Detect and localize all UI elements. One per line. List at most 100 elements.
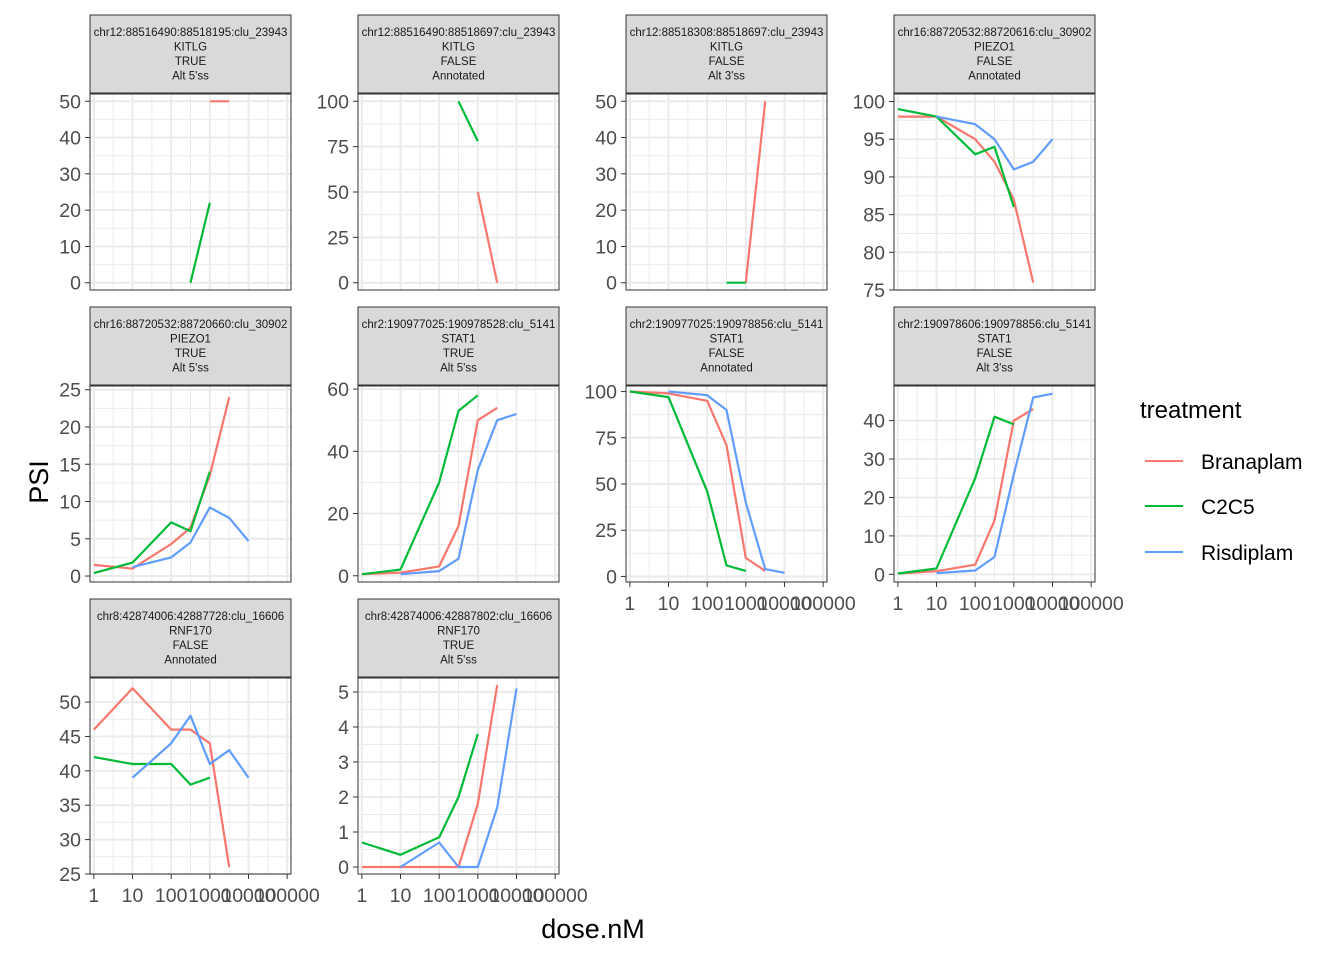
series-line-branaplam: [897, 408, 1034, 575]
series-line-branaplam: [93, 396, 231, 570]
series-line-risdiplam: [936, 392, 1053, 575]
series-line-c2c5: [189, 202, 211, 283]
facet-strip-label: Annotated: [700, 363, 752, 375]
facet-strip: [89, 598, 292, 678]
facet-panel: chr8:42874006:42887802:clu_16606 RNF170 TR…: [338, 598, 588, 907]
facet-strip-label: Alt 5'ss: [172, 71, 209, 83]
series-line-c2c5: [897, 415, 1015, 575]
y-tick-label: 0: [338, 566, 349, 588]
facet-strip-label: Annotated: [164, 655, 216, 667]
x-tick-label: 100000: [255, 885, 320, 907]
x-tick-label: 1000: [456, 885, 500, 907]
legend-label-c2c5: C2C5: [1201, 496, 1255, 519]
facet-strip-label: FALSE: [977, 348, 1013, 360]
y-tick-label: 60: [327, 379, 349, 401]
facet-strip-label: FALSE: [441, 56, 477, 68]
series-line-branaplam: [476, 191, 499, 283]
series-line-c2c5: [457, 100, 479, 142]
legend-label-branaplam: Branaplam: [1201, 451, 1303, 474]
y-tick-label: 30: [595, 164, 617, 186]
y-tick-label: 100: [316, 91, 349, 113]
y-tick-label: 100: [584, 382, 617, 404]
x-tick-label: 1: [356, 885, 367, 907]
x-tick-label: 10: [658, 593, 680, 615]
legend: treatment Branaplam C2C5 Risdiplam: [1140, 397, 1303, 565]
x-tick-label: 1000: [992, 593, 1036, 615]
y-tick-label: 3: [338, 752, 349, 774]
facet-strip: [357, 14, 560, 94]
legend-label-risdiplam: Risdiplam: [1201, 542, 1293, 565]
facet-strip-label: FALSE: [709, 56, 745, 68]
y-tick-label: 0: [874, 564, 885, 586]
facet-panel: chr12:88518308:88518697:clu_23943 KITLG FA…: [595, 14, 828, 295]
y-tick-label: 45: [59, 726, 81, 748]
y-tick-label: 75: [595, 428, 617, 450]
y-tick-label: 40: [327, 441, 349, 463]
x-axis-title: dose.nM: [541, 914, 645, 944]
series-line-c2c5: [629, 390, 747, 572]
facet-strip-label: STAT1: [977, 334, 1011, 346]
x-tick-label: 10000: [1025, 593, 1079, 615]
y-tick-label: 15: [59, 454, 81, 476]
y-tick-label: 20: [59, 417, 81, 439]
y-axis-title: PSI: [24, 460, 54, 504]
y-tick-label: 20: [863, 487, 885, 509]
series-line-risdiplam: [400, 412, 517, 576]
facet-strip-label: RNF170: [169, 626, 212, 638]
y-tick-label: 20: [59, 200, 81, 222]
x-tick-label: 100000: [791, 593, 856, 615]
y-tick-label: 50: [595, 91, 617, 113]
facet-strip: [625, 306, 828, 386]
facet-strip-label: PIEZO1: [170, 334, 211, 346]
facet-strip: [625, 14, 828, 94]
facet-panel: chr12:88516490:88518195:clu_23943 KITLG TR…: [59, 14, 292, 295]
facet-strip-label: FALSE: [709, 348, 745, 360]
facet-strip: [893, 306, 1096, 386]
y-tick-label: 0: [606, 566, 617, 588]
facet-strip-label: KITLG: [174, 42, 207, 54]
x-tick-label: 10000: [489, 885, 543, 907]
facet-strip: [357, 598, 560, 678]
series-line-risdiplam: [131, 714, 250, 779]
facet-panel: chr2:190977025:190978528:clu_5141 STAT1 TR…: [327, 306, 560, 588]
y-tick-label: 100: [852, 92, 885, 114]
facet-panel: chr16:88720532:88720660:clu_30902 PIEZO1 T…: [59, 306, 292, 588]
x-tick-label: 10000: [757, 593, 811, 615]
y-tick-label: 25: [327, 227, 349, 249]
facet-panel: chr2:190978606:190978856:clu_5141 STAT1 FA…: [863, 306, 1124, 615]
facet-strip: [89, 14, 292, 94]
facet-strip: [893, 14, 1096, 94]
facet-strip-label: chr2:190977025:190978856:clu_5141: [630, 319, 824, 331]
facet-strip: [357, 306, 560, 386]
facet-strip-label: chr8:42874006:42887802:clu_16606: [365, 611, 552, 623]
series-line-branaplam: [361, 406, 498, 576]
y-tick-label: 30: [863, 449, 885, 471]
x-tick-label: 10: [390, 885, 412, 907]
y-tick-label: 20: [595, 200, 617, 222]
series-line-c2c5: [93, 471, 211, 575]
y-tick-label: 95: [863, 129, 885, 151]
panel-border: [893, 385, 1096, 583]
x-tick-label: 1000: [724, 593, 768, 615]
panel-border: [625, 93, 828, 291]
y-tick-label: 75: [327, 137, 349, 159]
series-line-c2c5: [361, 394, 479, 576]
y-tick-label: 1: [338, 822, 349, 844]
y-tick-label: 0: [338, 857, 349, 879]
facet-strip-label: STAT1: [709, 334, 743, 346]
y-tick-label: 25: [595, 520, 617, 542]
y-tick-label: 25: [59, 380, 81, 402]
x-tick-label: 10: [926, 593, 948, 615]
panel-border: [89, 93, 292, 291]
y-tick-label: 40: [863, 411, 885, 433]
panel-border: [89, 677, 292, 875]
facet-strip-label: Annotated: [968, 71, 1020, 83]
facet-strip-label: Annotated: [432, 71, 484, 83]
facet-strip-label: Alt 3'ss: [708, 71, 745, 83]
facet-strip-label: STAT1: [441, 334, 475, 346]
y-tick-label: 35: [59, 795, 81, 817]
y-tick-label: 5: [338, 682, 349, 704]
y-tick-label: 30: [59, 830, 81, 852]
y-tick-label: 4: [338, 717, 349, 739]
